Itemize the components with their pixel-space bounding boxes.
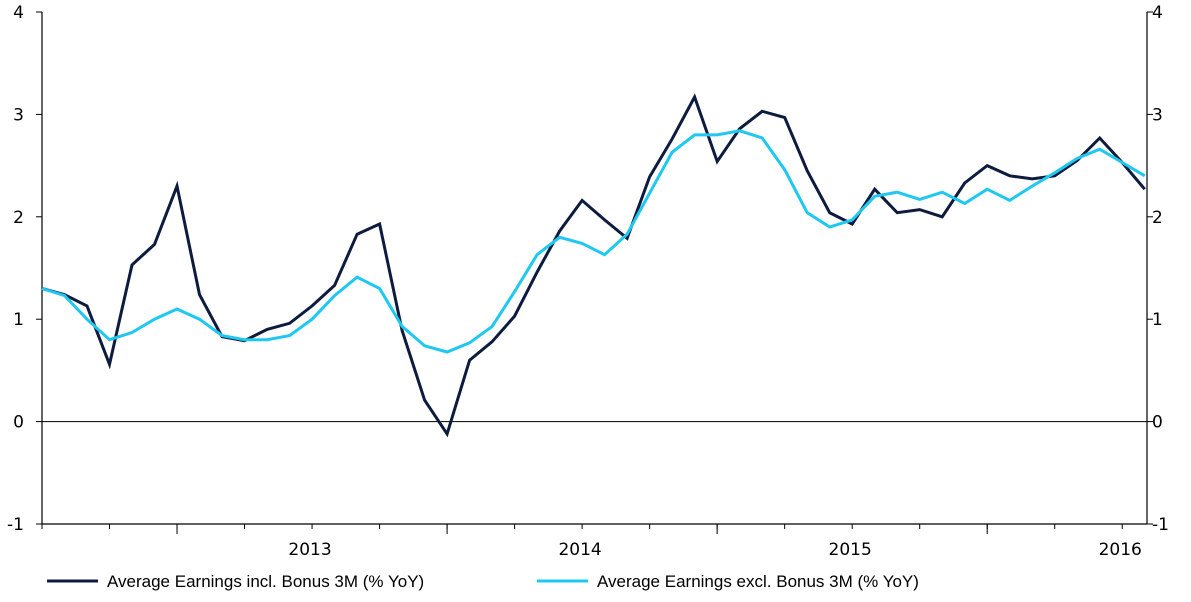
y-axis-right-labels: 4 3 2 1 0 -1 xyxy=(1152,3,1169,535)
y-tick-label-left: 3 xyxy=(13,105,24,125)
y-tick-label-right: -1 xyxy=(1152,515,1169,535)
x-year-label: 2015 xyxy=(829,540,872,560)
y-tick-label-left: 2 xyxy=(13,208,24,228)
y-tick-label-right: 4 xyxy=(1152,3,1163,23)
legend-label: Average Earnings excl. Bonus 3M (% YoY) xyxy=(597,572,919,591)
y-tick-label-left: 4 xyxy=(13,3,24,23)
series-line-1 xyxy=(41,93,1146,438)
x-year-label: 2016 xyxy=(1099,540,1142,560)
y-tick-label-right: 3 xyxy=(1152,105,1163,125)
legend: Average Earnings incl. Bonus 3M (% YoY) A… xyxy=(47,572,919,591)
y-tick-label-left: 1 xyxy=(13,310,24,330)
x-axis-labels: 2013 2014 2015 2016 xyxy=(288,540,1141,560)
y-tick-label-right: 0 xyxy=(1152,413,1163,433)
y-tick-label-right: 2 xyxy=(1152,208,1163,228)
y-tick-label-left: 0 xyxy=(13,413,24,433)
series-line-2 xyxy=(41,129,1146,354)
y-tick-label-right: 1 xyxy=(1152,310,1163,330)
y-tick-label-left: -1 xyxy=(7,515,24,535)
y-axis-left-labels: 4 3 2 1 0 -1 xyxy=(7,3,24,535)
x-year-label: 2013 xyxy=(288,540,331,560)
legend-label: Average Earnings incl. Bonus 3M (% YoY) xyxy=(107,572,424,591)
series-lines xyxy=(41,93,1146,438)
axes xyxy=(36,11,1153,534)
x-year-label: 2014 xyxy=(558,540,601,560)
